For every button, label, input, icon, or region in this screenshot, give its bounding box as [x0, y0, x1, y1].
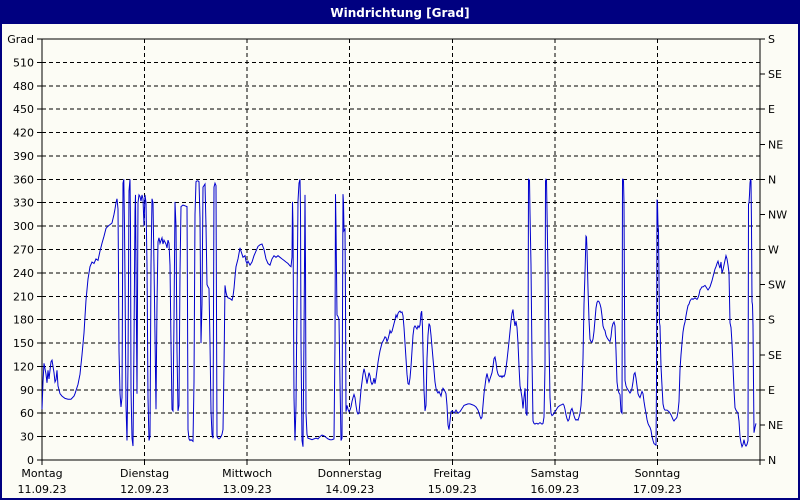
- compass-label: NW: [768, 208, 787, 221]
- day-name-label: Sonntag: [635, 467, 681, 480]
- day-date-label: 12.09.23: [120, 483, 169, 496]
- y-left-tick-label: 450: [13, 103, 34, 116]
- y-left-tick-label: 150: [13, 337, 34, 350]
- y-left-tick-label: 90: [20, 384, 34, 397]
- y-axis-title: Grad: [7, 33, 34, 46]
- day-date-label: 14.09.23: [325, 483, 374, 496]
- y-left-tick-label: 510: [13, 56, 34, 69]
- day-name-label: Mittwoch: [222, 467, 272, 480]
- day-name-label: Freitag: [433, 467, 471, 480]
- y-left-tick-label: 270: [13, 244, 34, 257]
- day-date-label: 16.09.23: [530, 483, 579, 496]
- y-left-tick-label: 210: [13, 290, 34, 303]
- compass-label: SE: [768, 68, 782, 81]
- compass-label: N: [768, 173, 776, 186]
- day-date-label: 17.09.23: [633, 483, 682, 496]
- y-left-tick-label: 300: [13, 220, 34, 233]
- day-date-label: 13.09.23: [223, 483, 272, 496]
- y-left-tick-label: 240: [13, 267, 34, 280]
- y-left-tick-label: 30: [20, 431, 34, 444]
- day-name-label: Donnerstag: [318, 467, 382, 480]
- compass-label: N: [768, 454, 776, 467]
- y-left-tick-label: 360: [13, 173, 34, 186]
- y-left-tick-label: 330: [13, 197, 34, 210]
- day-date-label: 11.09.23: [18, 483, 67, 496]
- compass-label: S: [768, 33, 775, 46]
- day-date-label: 15.09.23: [428, 483, 477, 496]
- compass-label: NE: [768, 138, 783, 151]
- y-left-tick-label: 480: [13, 80, 34, 93]
- wind-direction-line: [41, 178, 757, 449]
- y-left-tick-label: 390: [13, 150, 34, 163]
- compass-label: E: [768, 384, 775, 397]
- window-title-bar: Windrichtung [Grad]: [2, 2, 798, 24]
- day-name-label: Montag: [21, 467, 62, 480]
- compass-label: E: [768, 103, 775, 116]
- y-left-tick-label: 120: [13, 360, 34, 373]
- compass-label: NE: [768, 419, 783, 432]
- window-title: Windrichtung [Grad]: [330, 6, 470, 20]
- compass-label: SW: [768, 279, 786, 292]
- day-name-label: Dienstag: [120, 467, 169, 480]
- compass-label: S: [768, 314, 775, 327]
- compass-label: SE: [768, 349, 782, 362]
- y-left-tick-label: 60: [20, 407, 34, 420]
- y-left-tick-label: 0: [27, 454, 34, 467]
- y-left-tick-label: 420: [13, 127, 34, 140]
- day-name-label: Samstag: [531, 467, 579, 480]
- compass-label: W: [768, 244, 779, 257]
- y-left-tick-label: 180: [13, 314, 34, 327]
